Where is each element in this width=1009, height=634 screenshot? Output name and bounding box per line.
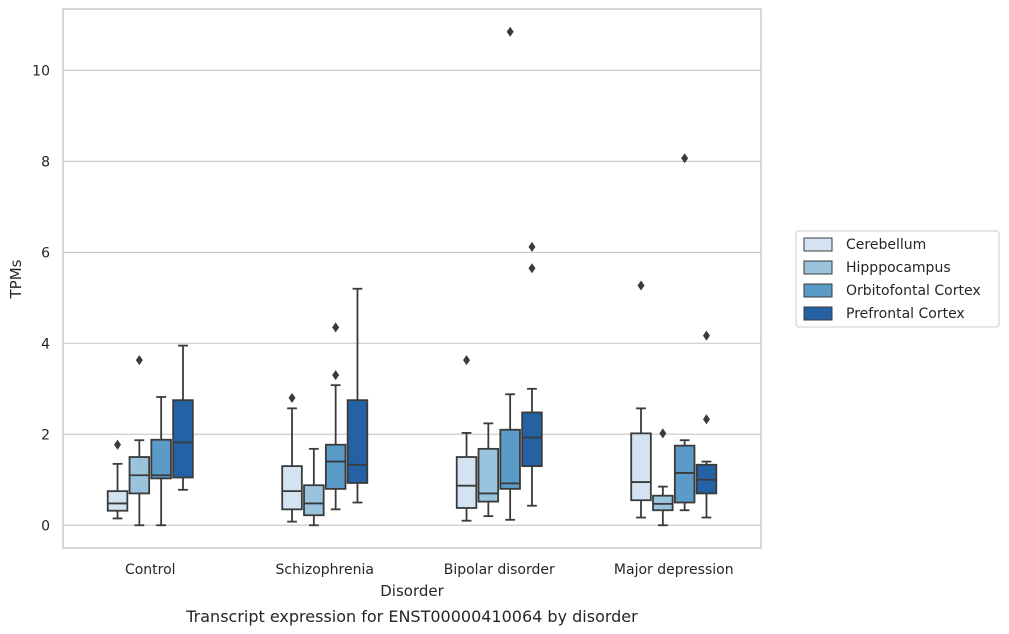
x-tick-label: Major depression <box>614 562 734 578</box>
legend-swatch <box>803 237 833 252</box>
y-tick-label: 4 <box>41 336 50 352</box>
outlier-point <box>332 322 340 333</box>
box-group <box>630 280 652 519</box>
box <box>630 432 652 502</box>
y-tick-labels: 0 2 4 6 8 10 <box>32 63 50 534</box>
box <box>673 444 696 504</box>
box <box>477 447 500 503</box>
outlier-point <box>463 355 471 366</box>
box-group <box>455 355 478 522</box>
box-group <box>281 392 303 523</box>
box-group <box>303 447 325 527</box>
x-tick-label: Control <box>125 562 176 578</box>
outlier-point <box>114 439 122 450</box>
legend-swatch <box>803 260 833 275</box>
outlier-point <box>135 355 143 366</box>
box-group <box>477 422 500 518</box>
box-group <box>521 241 543 507</box>
box <box>499 428 521 490</box>
y-tick-label: 8 <box>41 154 50 170</box>
y-axis-label: TPMs <box>7 259 25 299</box>
y-tick-label: 0 <box>41 518 50 534</box>
box <box>172 399 194 479</box>
x-tick-label: Schizophrenia <box>276 562 374 578</box>
legend-label: Prefrontal Cortex <box>846 306 965 322</box>
box-group <box>150 396 172 527</box>
box <box>346 399 369 484</box>
boxes <box>106 26 718 527</box>
box-group <box>346 287 369 504</box>
outlier-point <box>659 428 667 439</box>
outlier-point <box>702 330 710 341</box>
box-group <box>324 322 347 511</box>
box <box>106 490 129 512</box>
y-tick-label: 10 <box>32 63 50 79</box>
x-tick-labels: Control Schizophrenia Bipolar disorder Majo… <box>125 562 734 578</box>
box-group <box>106 439 129 520</box>
box <box>521 411 543 468</box>
y-tick-label: 6 <box>41 245 50 261</box>
legend: Cerebellum Hipppocampus Orbitofontal Corte… <box>795 230 1000 328</box>
chart-caption: Transcript expression for ENST0000041006… <box>185 607 638 626</box>
outlier-point <box>681 153 689 164</box>
box <box>150 438 172 480</box>
legend-label: Orbitofontal Cortex <box>846 283 981 299</box>
legend-frame <box>795 230 1000 328</box>
outlier-point <box>702 414 710 425</box>
box <box>455 456 478 509</box>
legend-swatch <box>803 306 833 321</box>
legend-label: Cerebellum <box>846 237 926 253</box>
box <box>303 484 325 517</box>
box <box>324 443 347 490</box>
box-group <box>652 428 674 527</box>
box-group <box>172 344 194 491</box>
box <box>281 465 303 511</box>
box-group <box>673 153 696 512</box>
outlier-point <box>637 280 645 291</box>
outlier-point <box>288 392 296 403</box>
outlier-point <box>332 370 340 381</box>
x-tick-label: Bipolar disorder <box>444 562 555 578</box>
outlier-point <box>528 263 536 274</box>
box <box>652 494 674 512</box>
box-group <box>695 330 718 519</box>
outlier-point <box>506 26 514 37</box>
legend-swatch <box>803 283 833 298</box>
y-tick-label: 2 <box>41 427 50 443</box>
x-axis-label: Disorder <box>380 582 444 600</box>
legend-label: Hipppocampus <box>846 260 951 276</box>
outlier-point <box>528 241 536 252</box>
box-group <box>499 26 521 521</box>
box-group <box>128 355 151 527</box>
plot-frame <box>62 8 762 549</box>
